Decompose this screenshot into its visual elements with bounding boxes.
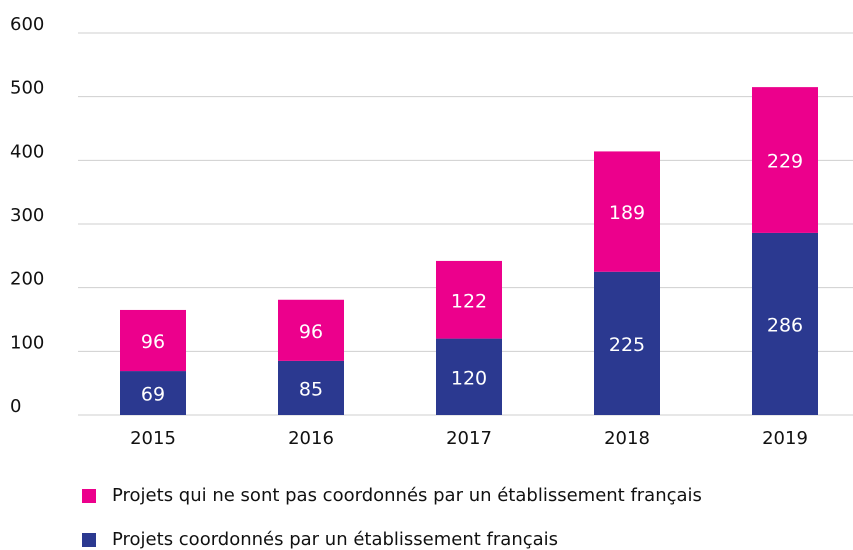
bar-segment bbox=[436, 260, 502, 339]
bar-segment bbox=[752, 232, 818, 415]
y-tick-label: 600 bbox=[10, 14, 44, 35]
bar-segment bbox=[120, 371, 186, 415]
x-tick-label: 2015 bbox=[130, 428, 176, 449]
legend-swatch bbox=[82, 489, 96, 503]
data-label: 85 bbox=[299, 378, 323, 400]
data-label: 69 bbox=[141, 384, 165, 406]
y-tick-label: 400 bbox=[10, 141, 44, 162]
y-tick-label: 300 bbox=[10, 205, 44, 226]
data-label: 286 bbox=[767, 314, 803, 336]
x-tick-label: 2017 bbox=[446, 428, 492, 449]
y-tick-label: 0 bbox=[10, 396, 21, 417]
x-tick-label: 2018 bbox=[604, 428, 650, 449]
data-label: 96 bbox=[299, 321, 323, 343]
bar-segment bbox=[594, 151, 660, 272]
data-label: 96 bbox=[141, 331, 165, 353]
data-label: 225 bbox=[609, 334, 645, 356]
x-tick-label: 2019 bbox=[762, 428, 808, 449]
legend-swatch bbox=[82, 533, 96, 547]
legend-label: Projets coordonnés par un établissement … bbox=[112, 529, 558, 550]
y-tick-label: 100 bbox=[10, 332, 44, 353]
bar-segment bbox=[278, 360, 344, 415]
data-label: 122 bbox=[451, 290, 487, 312]
data-label: 229 bbox=[767, 151, 803, 173]
x-tick-label: 2016 bbox=[288, 428, 334, 449]
bar-segment bbox=[278, 299, 344, 361]
y-tick-label: 200 bbox=[10, 269, 44, 290]
bar-segment bbox=[752, 87, 818, 233]
legend-label: Projets qui ne sont pas coordonnés par u… bbox=[112, 485, 702, 506]
data-label: 189 bbox=[609, 202, 645, 224]
data-label: 120 bbox=[451, 367, 487, 389]
bar-segment bbox=[120, 309, 186, 372]
bar-segment bbox=[436, 338, 502, 415]
y-tick-label: 500 bbox=[10, 78, 44, 99]
bar-segment bbox=[594, 271, 660, 415]
